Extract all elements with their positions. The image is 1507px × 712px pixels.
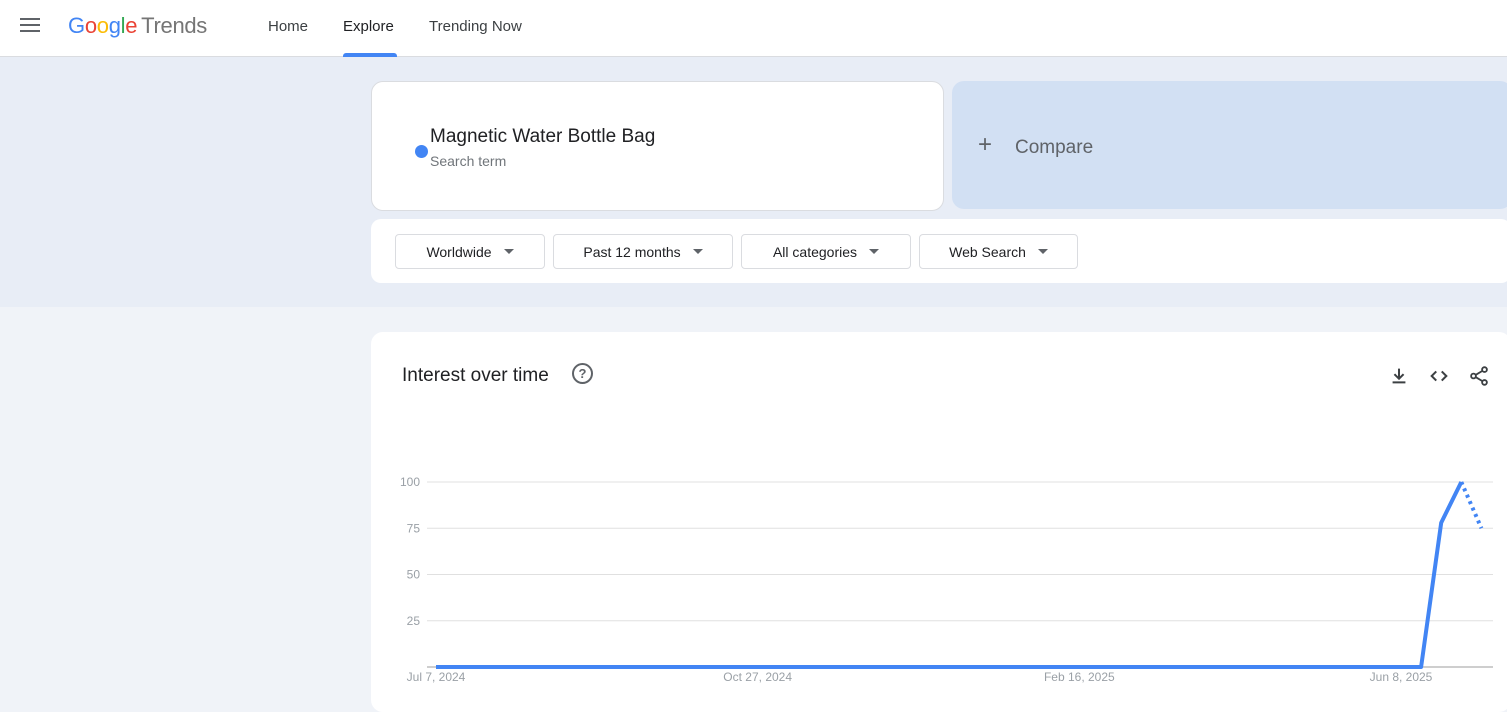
caret-down-icon [1037, 249, 1048, 254]
search-term-label: Search term [430, 153, 507, 169]
search-type-label: Web Search [949, 243, 1026, 260]
nav-trending-now[interactable]: Trending Now [429, 18, 522, 35]
active-tab-indicator [343, 53, 397, 57]
interest-over-time-card: Interest over time ? [371, 332, 1507, 712]
plus-icon: + [978, 131, 993, 158]
share-icon[interactable] [1468, 365, 1490, 387]
compare-label: Compare [1015, 137, 1094, 158]
search-type-dropdown[interactable]: Web Search [919, 234, 1078, 269]
menu-icon[interactable] [20, 18, 40, 32]
category-dropdown[interactable]: All categories [741, 234, 911, 269]
google-trends-logo[interactable]: Google Trends [68, 13, 207, 39]
region-dropdown[interactable]: Worldwide [395, 234, 545, 269]
x-tick-label: Oct 27, 2024 [723, 670, 792, 684]
download-icon[interactable] [1388, 365, 1410, 387]
caret-down-icon [503, 249, 514, 254]
x-tick-label: Jul 7, 2024 [407, 670, 466, 684]
help-icon[interactable]: ? [572, 363, 593, 384]
time-range-dropdown[interactable]: Past 12 months [553, 234, 733, 269]
nav-explore[interactable]: Explore [343, 18, 394, 35]
embed-code-icon[interactable] [1428, 365, 1450, 387]
nav-home[interactable]: Home [268, 18, 309, 35]
category-label: All categories [772, 243, 858, 260]
y-tick-label: 75 [407, 521, 421, 535]
compare-button[interactable]: + Compare [952, 81, 1507, 209]
x-tick-label: Feb 16, 2025 [1044, 670, 1115, 684]
caret-down-icon [692, 249, 703, 254]
caret-down-icon [869, 249, 880, 254]
interest-line-chart: 25 50 75 100 Jul 7, 2024 Oct 27, 2024 Feb 16, … [400, 475, 1493, 684]
time-range-label: Past 12 months [583, 243, 681, 260]
search-term[interactable]: Magnetic Water Bottle Bag [430, 126, 656, 147]
search-term-card[interactable]: Magnetic Water Bottle Bag Search term [371, 81, 944, 211]
region-label: Worldwide [426, 243, 492, 260]
card-title: Interest over time [402, 365, 549, 386]
top-bar: Google Trends Home Explore Trending Now [0, 0, 1507, 57]
partial-data-line [1459, 481, 1484, 530]
filters-bar: Worldwide Past 12 months All categories … [371, 219, 1507, 283]
y-tick-label: 100 [400, 475, 420, 489]
term-color-dot [415, 145, 428, 158]
logo-google: Google [68, 13, 138, 38]
y-tick-label: 25 [407, 614, 421, 628]
logo-product: Trends [141, 13, 208, 38]
y-tick-label: 50 [407, 568, 421, 582]
series-line [436, 481, 1464, 669]
x-tick-label: Jun 8, 2025 [1370, 670, 1433, 684]
